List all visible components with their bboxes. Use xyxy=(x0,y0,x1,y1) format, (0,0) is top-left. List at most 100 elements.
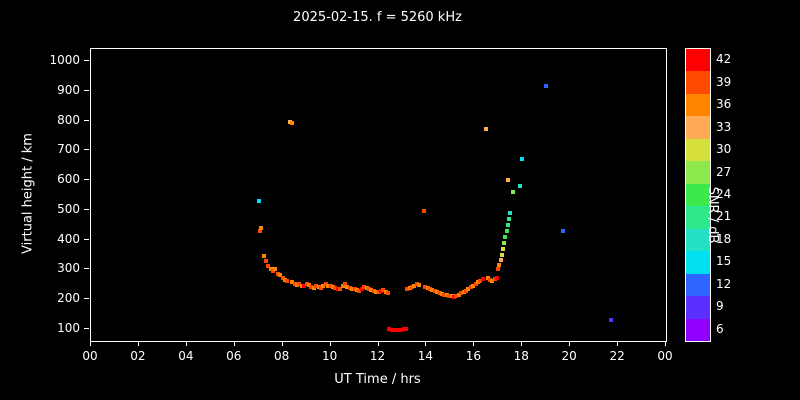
data-point xyxy=(499,252,504,257)
y-tick xyxy=(84,59,89,61)
data-point xyxy=(394,328,399,333)
data-point xyxy=(560,228,565,233)
colorbar-bin xyxy=(686,71,710,95)
y-tick xyxy=(84,298,89,300)
data-point xyxy=(345,284,350,289)
data-point xyxy=(319,285,323,290)
data-point xyxy=(410,284,415,289)
data-point xyxy=(608,318,613,323)
y-tick xyxy=(84,238,89,240)
data-point xyxy=(326,283,331,288)
data-point xyxy=(371,288,376,293)
y-tick xyxy=(84,268,89,270)
x-tick-label: 04 xyxy=(178,349,194,363)
data-point xyxy=(387,327,392,332)
data-point xyxy=(502,241,507,246)
data-point xyxy=(261,254,266,259)
data-point xyxy=(278,273,283,278)
data-point xyxy=(280,275,285,280)
data-point xyxy=(266,263,271,268)
data-point xyxy=(449,294,454,299)
y-axis-label: Virtual height / km xyxy=(20,133,36,254)
y-tick-label: 200 xyxy=(57,291,80,306)
data-point xyxy=(505,223,510,228)
data-point xyxy=(289,121,294,126)
y-tick-label: 800 xyxy=(57,112,80,127)
data-point xyxy=(498,257,503,262)
data-point xyxy=(292,281,297,286)
data-point xyxy=(340,283,345,288)
data-point xyxy=(412,283,417,288)
data-point xyxy=(366,287,371,292)
x-tick xyxy=(377,341,379,346)
colorbar-tick-label: 33 xyxy=(716,119,732,134)
data-point xyxy=(275,271,280,276)
data-point xyxy=(268,267,273,272)
data-point xyxy=(407,285,412,290)
colorbar-tick-label: 9 xyxy=(716,299,724,314)
x-tick-label: 16 xyxy=(465,349,481,363)
y-tick-label: 400 xyxy=(57,231,80,246)
x-tick-label: 00 xyxy=(82,349,98,363)
data-point xyxy=(257,228,262,233)
data-point xyxy=(444,293,449,298)
data-point xyxy=(378,288,383,293)
data-point xyxy=(357,288,362,293)
colorbar-bin xyxy=(686,273,710,297)
data-point xyxy=(505,178,510,183)
data-point xyxy=(359,286,364,291)
x-tick xyxy=(233,341,235,346)
y-tick-label: 300 xyxy=(57,261,80,276)
colorbar-tick-label: 42 xyxy=(716,52,732,67)
data-point xyxy=(309,285,314,290)
y-tick-label: 100 xyxy=(57,321,80,336)
data-point xyxy=(497,263,502,268)
y-tick-label: 700 xyxy=(57,142,80,157)
data-point xyxy=(496,267,501,272)
colorbar-bin xyxy=(686,206,710,230)
data-point xyxy=(517,184,522,189)
data-point xyxy=(435,290,440,295)
data-point xyxy=(508,211,513,216)
x-tick-label: 20 xyxy=(561,349,577,363)
colorbar-tick-label: 27 xyxy=(716,164,732,179)
x-tick xyxy=(329,341,331,346)
data-point xyxy=(333,285,338,290)
y-tick-label: 900 xyxy=(57,82,80,97)
data-point xyxy=(328,284,333,289)
data-point xyxy=(478,278,483,283)
x-tick-label: 10 xyxy=(321,349,338,363)
colorbar-bin xyxy=(686,318,710,342)
data-point xyxy=(271,269,276,274)
data-point xyxy=(399,327,404,332)
data-point xyxy=(425,285,430,290)
data-point xyxy=(352,287,357,292)
colorbar-bin xyxy=(686,183,710,207)
data-point xyxy=(273,267,278,272)
data-point xyxy=(362,284,367,289)
data-point xyxy=(480,277,485,282)
data-point xyxy=(439,291,444,296)
colorbar-bin xyxy=(686,116,710,140)
data-point xyxy=(381,287,386,292)
data-point xyxy=(437,291,442,296)
colorbar-tick-label: 30 xyxy=(716,142,732,157)
data-point xyxy=(376,290,381,295)
data-point xyxy=(350,286,355,291)
data-point xyxy=(311,285,316,290)
x-tick xyxy=(521,341,523,346)
x-tick-label: 22 xyxy=(609,349,625,363)
y-tick xyxy=(84,119,89,121)
x-tick-label: 18 xyxy=(513,349,529,363)
data-point xyxy=(283,277,288,282)
colorbar-tick-label: 15 xyxy=(716,254,732,269)
y-tick-label: 500 xyxy=(57,201,80,216)
colorbar xyxy=(685,48,711,342)
x-axis-label: UT Time / hrs xyxy=(334,372,421,387)
data-point xyxy=(417,283,422,288)
data-point xyxy=(520,157,525,162)
data-point xyxy=(471,283,476,288)
data-point xyxy=(503,235,508,240)
colorbar-tick-label: 39 xyxy=(716,74,732,89)
